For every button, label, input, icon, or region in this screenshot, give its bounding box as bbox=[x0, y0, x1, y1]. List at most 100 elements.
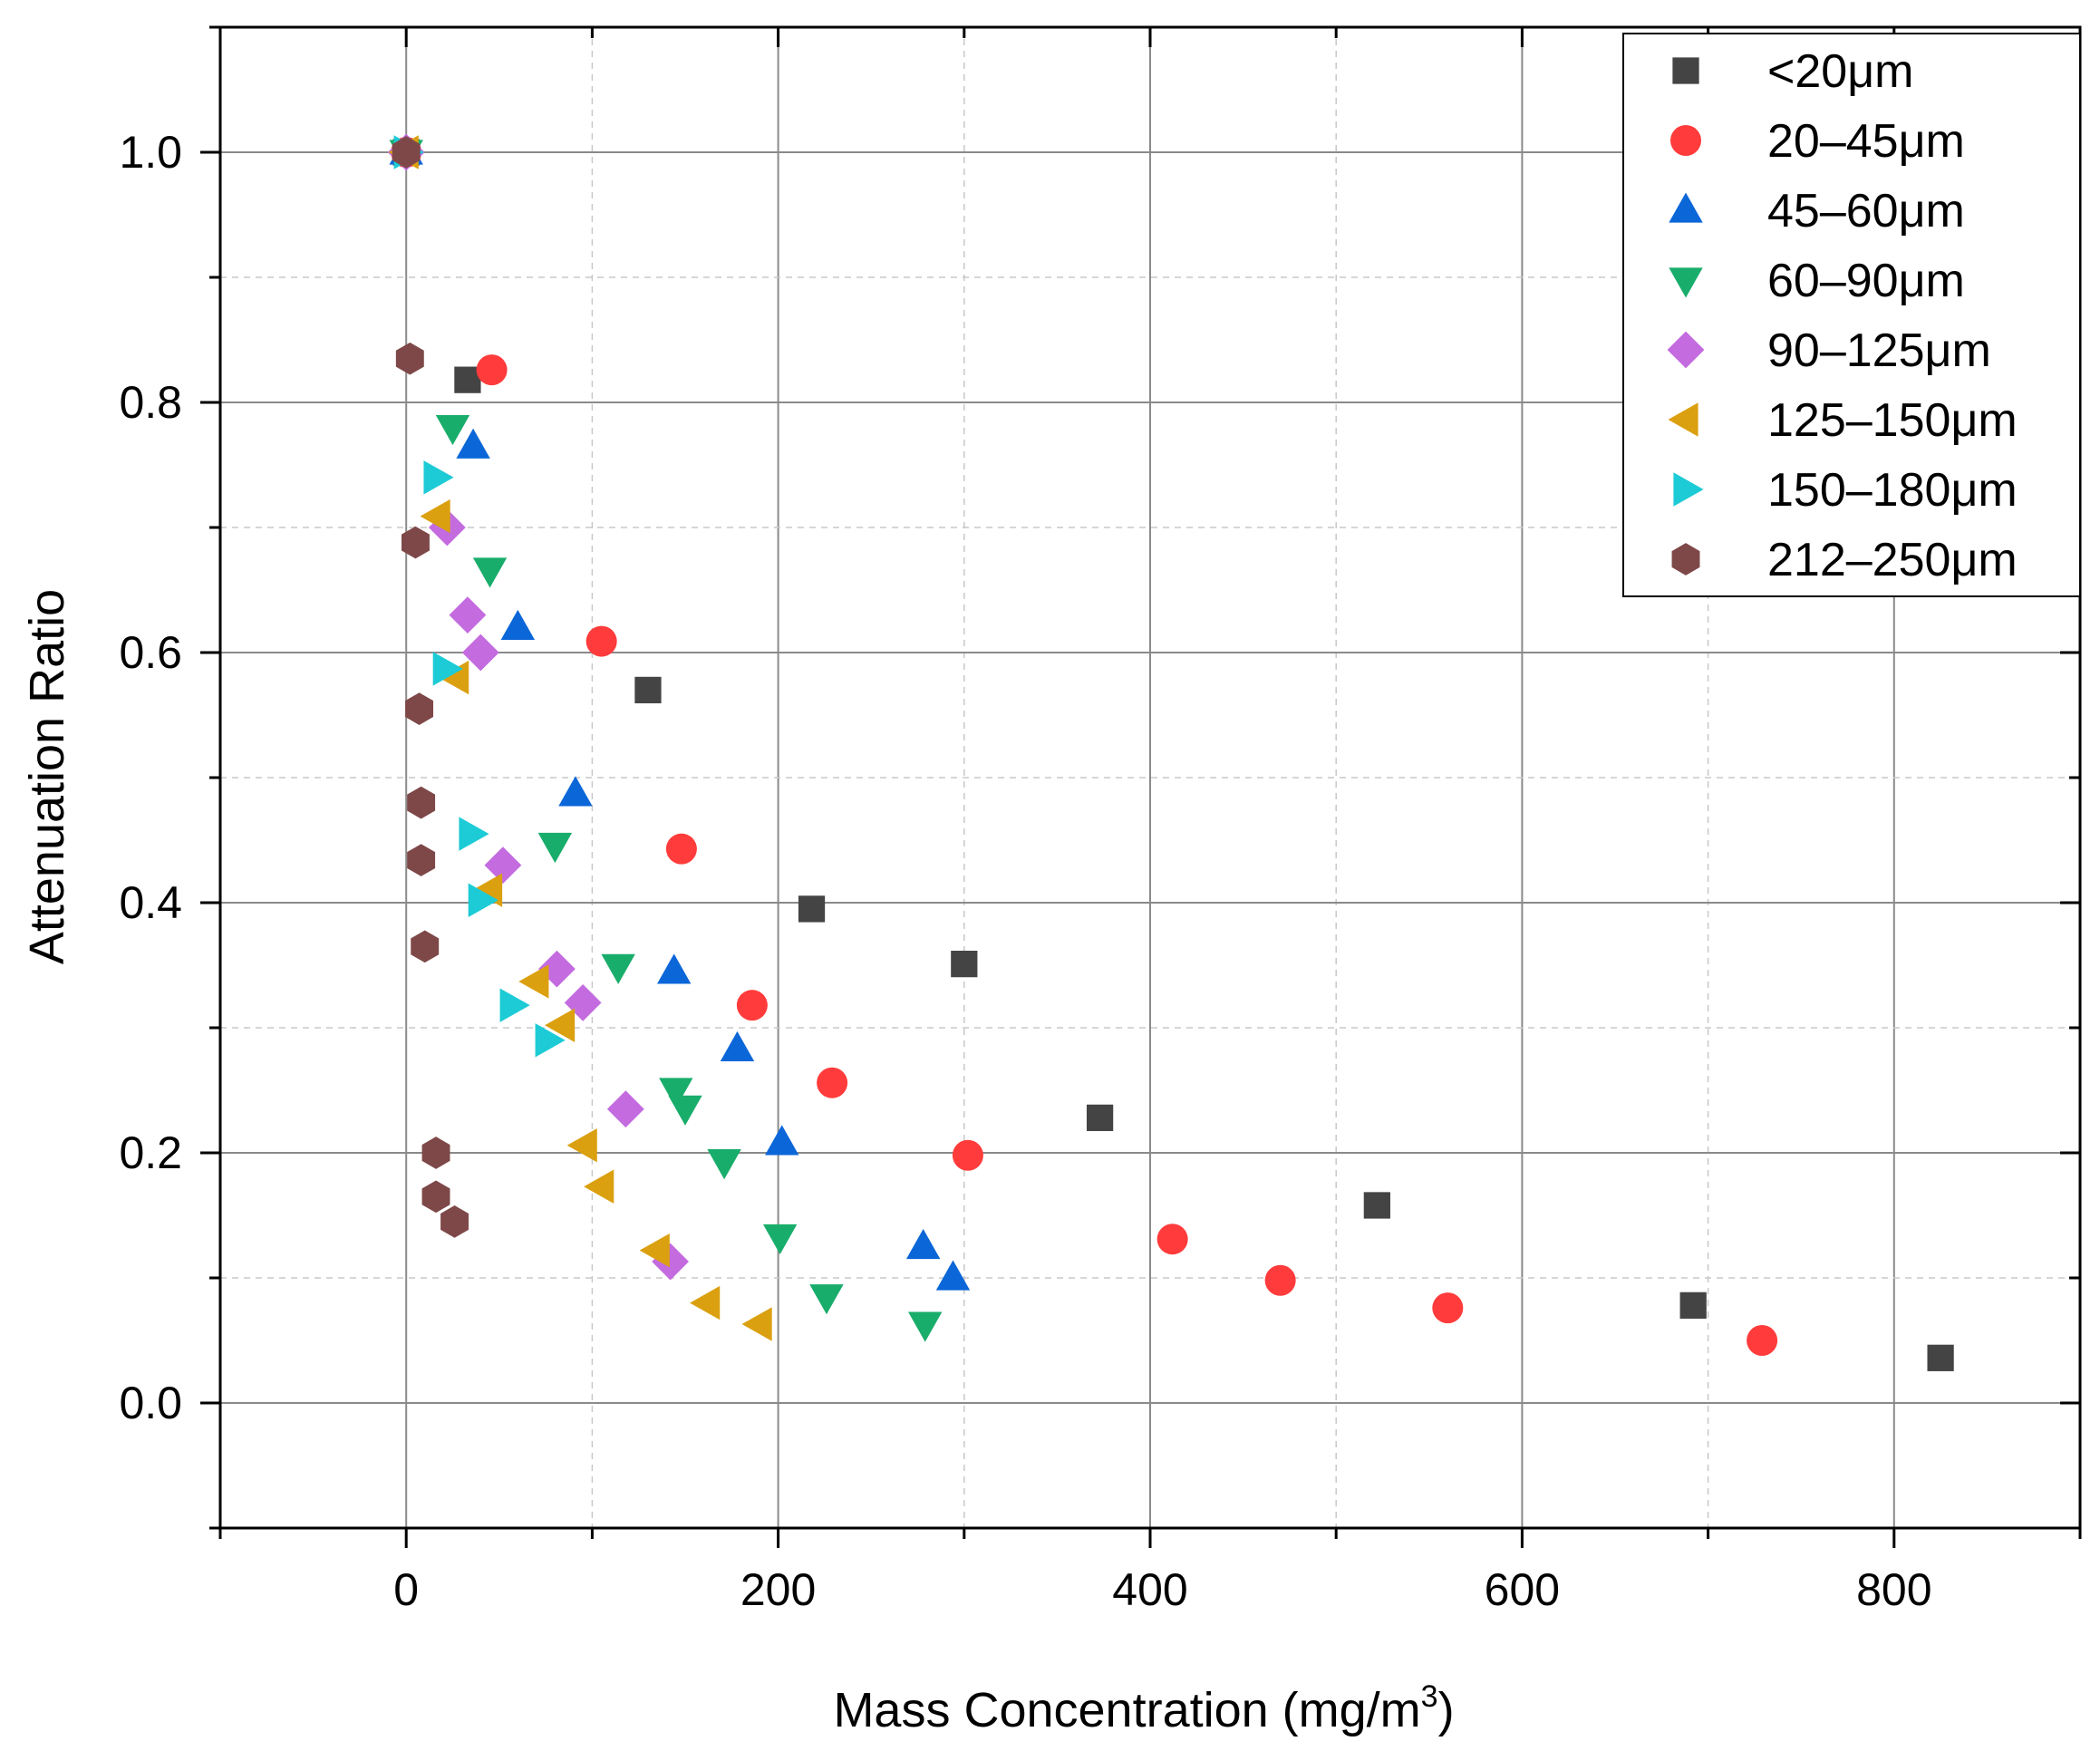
legend: <20μm 20–45μm 45–60μm 60–90μm 90–125μm 125–15… bbox=[1622, 33, 2081, 597]
grid-lines bbox=[220, 27, 2080, 1528]
data-point bbox=[935, 1260, 971, 1291]
data-point bbox=[420, 498, 450, 534]
data-point bbox=[423, 460, 454, 495]
data-point bbox=[407, 844, 436, 876]
data-point bbox=[668, 1095, 702, 1126]
data-point bbox=[537, 832, 573, 864]
series-1 bbox=[391, 137, 1778, 1356]
data-point bbox=[1086, 1104, 1114, 1131]
data-point bbox=[606, 1090, 644, 1128]
y-tick-label: 0.2 bbox=[119, 1127, 182, 1178]
data-point bbox=[435, 415, 470, 446]
legend-marker bbox=[1669, 192, 1703, 223]
data-point bbox=[741, 1307, 772, 1341]
tick-labels: 0 200 400 600 800 0.0 0.2 0.4 0.6 0.8 1.0 bbox=[119, 127, 1931, 1615]
data-point bbox=[564, 984, 602, 1021]
data-point bbox=[1747, 1325, 1778, 1356]
x-tick-label: 600 bbox=[1485, 1564, 1560, 1615]
data-point bbox=[1264, 1264, 1296, 1296]
data-point bbox=[1363, 1192, 1390, 1219]
data-point bbox=[484, 846, 522, 884]
y-tick-label: 1.0 bbox=[119, 127, 182, 178]
data-point bbox=[545, 1008, 576, 1042]
y-tick-label: 0.6 bbox=[119, 627, 182, 678]
legend-label: 212–250μm bbox=[1767, 534, 2018, 586]
data-point bbox=[518, 964, 549, 999]
data-point bbox=[1156, 1224, 1188, 1255]
y-tick-label: 0.4 bbox=[119, 877, 182, 928]
data-point bbox=[1679, 1291, 1707, 1319]
data-point bbox=[500, 609, 536, 640]
data-point bbox=[952, 1139, 983, 1171]
data-point bbox=[449, 596, 487, 634]
data-point bbox=[665, 833, 697, 865]
data-point bbox=[535, 1023, 566, 1058]
y-tick-label: 0.8 bbox=[119, 377, 182, 428]
data-point bbox=[472, 557, 508, 588]
legend-label: <20μm bbox=[1767, 45, 1913, 98]
legend-marker bbox=[1673, 472, 1704, 507]
legend-marker bbox=[1667, 331, 1705, 369]
data-point bbox=[798, 895, 826, 923]
data-point bbox=[421, 1137, 450, 1169]
data-point bbox=[411, 930, 440, 963]
data-point bbox=[817, 1067, 848, 1098]
data-point bbox=[908, 1311, 943, 1342]
x-tick-label: 800 bbox=[1856, 1564, 1931, 1615]
data-point bbox=[720, 1030, 755, 1062]
x-axis-title: Mass Concentration (mg/m3) bbox=[833, 1679, 1454, 1737]
data-point bbox=[656, 953, 692, 984]
legend-marker bbox=[1668, 402, 1698, 437]
data-point bbox=[499, 988, 530, 1022]
y-axis-title: Attenuation Ratio bbox=[20, 589, 74, 964]
legend-label: 150–180μm bbox=[1767, 464, 2018, 517]
data-point bbox=[762, 1224, 798, 1255]
data-point bbox=[652, 1243, 689, 1281]
legend-label: 90–125μm bbox=[1767, 324, 1991, 377]
legend-marker bbox=[1670, 125, 1701, 156]
data-point bbox=[468, 883, 498, 917]
data-point bbox=[459, 817, 489, 851]
series-5 bbox=[388, 135, 772, 1341]
data-point bbox=[639, 1233, 670, 1268]
data-point bbox=[392, 136, 421, 169]
data-point bbox=[476, 354, 508, 386]
data-point bbox=[809, 1284, 844, 1315]
legend-label: 20–45μm bbox=[1767, 115, 1965, 168]
legend-marker bbox=[1672, 57, 1699, 84]
data-point bbox=[585, 625, 617, 657]
data-point bbox=[566, 1128, 597, 1163]
data-point bbox=[461, 634, 499, 672]
data-points bbox=[387, 133, 1954, 1371]
legend-label: 125–150μm bbox=[1767, 394, 2018, 447]
legend-label: 45–60μm bbox=[1767, 185, 1965, 237]
data-point bbox=[440, 1205, 469, 1238]
series-3 bbox=[389, 140, 943, 1342]
data-point bbox=[421, 1180, 450, 1214]
legend-box bbox=[1622, 33, 2081, 597]
data-point bbox=[707, 1149, 741, 1180]
data-point bbox=[405, 692, 434, 725]
x-tick-label: 200 bbox=[740, 1564, 816, 1615]
data-point bbox=[558, 776, 593, 807]
data-point bbox=[765, 1125, 799, 1156]
data-point bbox=[402, 526, 430, 559]
legend-marker bbox=[1669, 267, 1703, 298]
data-point bbox=[951, 951, 978, 978]
y-tick-label: 0.0 bbox=[119, 1378, 182, 1428]
legend-marker bbox=[1671, 543, 1700, 576]
data-point bbox=[659, 1078, 693, 1108]
data-point bbox=[584, 1169, 615, 1204]
legend-label: 60–90μm bbox=[1767, 255, 1965, 307]
data-point bbox=[538, 950, 576, 988]
data-point bbox=[634, 676, 662, 704]
data-point bbox=[432, 652, 463, 686]
data-point bbox=[905, 1228, 941, 1260]
data-point bbox=[601, 953, 635, 984]
data-point bbox=[690, 1285, 721, 1321]
series-7 bbox=[392, 136, 469, 1238]
data-point bbox=[395, 342, 424, 375]
data-point bbox=[736, 990, 768, 1021]
x-tick-label: 400 bbox=[1112, 1564, 1187, 1615]
